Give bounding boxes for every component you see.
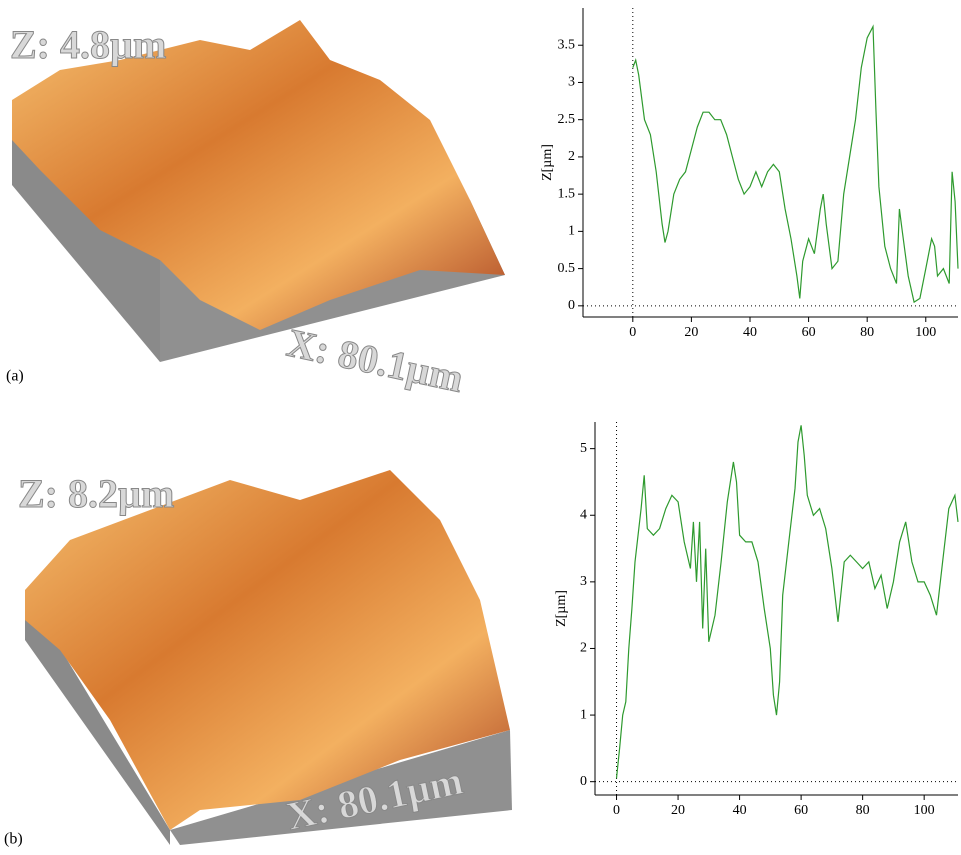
x-tick-label: 80 — [856, 803, 870, 818]
z-range-label: Z: 4.8µm — [10, 22, 166, 67]
y-axis-label: Z[µm] — [554, 590, 569, 627]
x-range-label: X: 80.1µm — [283, 320, 467, 401]
surface-a — [12, 20, 505, 362]
x-tick-label: 40 — [733, 803, 747, 818]
y-tick-label: 2.5 — [558, 112, 576, 127]
y-tick-label: 0.5 — [558, 261, 576, 276]
x-tick-label: 100 — [914, 803, 935, 818]
y-tick-label: 2 — [568, 149, 575, 164]
data-line — [633, 27, 958, 303]
x-tick-label: 0 — [613, 803, 620, 818]
x-tick-label: 100 — [915, 325, 936, 340]
y-tick-label: 3.5 — [558, 37, 576, 52]
y-tick-label: 4 — [580, 507, 587, 522]
x-tick-label: 60 — [794, 803, 808, 818]
data-line — [617, 425, 959, 778]
x-tick-label: 40 — [743, 325, 757, 340]
y-tick-label: 3 — [580, 574, 587, 589]
x-tick-label: 80 — [860, 325, 874, 340]
x-tick-label: 60 — [802, 325, 816, 340]
y-tick-label: 3 — [568, 75, 575, 90]
y-axis-label: Z[µm] — [540, 144, 555, 181]
panel-label: (b) — [4, 831, 23, 848]
y-tick-label: 0 — [568, 298, 575, 313]
panel-label: (a) — [6, 368, 24, 385]
figure: Z: 4.8µm X: 80.1µm (a) Z: 8.2µm X: 80.1µ… — [0, 0, 961, 850]
y-tick-label: 5 — [580, 441, 587, 456]
x-tick-label: 20 — [684, 325, 698, 340]
y-tick-label: 2 — [580, 641, 587, 656]
y-tick-label: 1.5 — [558, 186, 576, 201]
z-range-label: Z: 8.2µm — [18, 471, 174, 516]
y-tick-label: 1 — [568, 224, 575, 239]
x-tick-label: 0 — [629, 325, 636, 340]
y-tick-label: 0 — [580, 774, 587, 789]
y-tick-label: 1 — [580, 707, 587, 722]
x-tick-label: 20 — [671, 803, 685, 818]
